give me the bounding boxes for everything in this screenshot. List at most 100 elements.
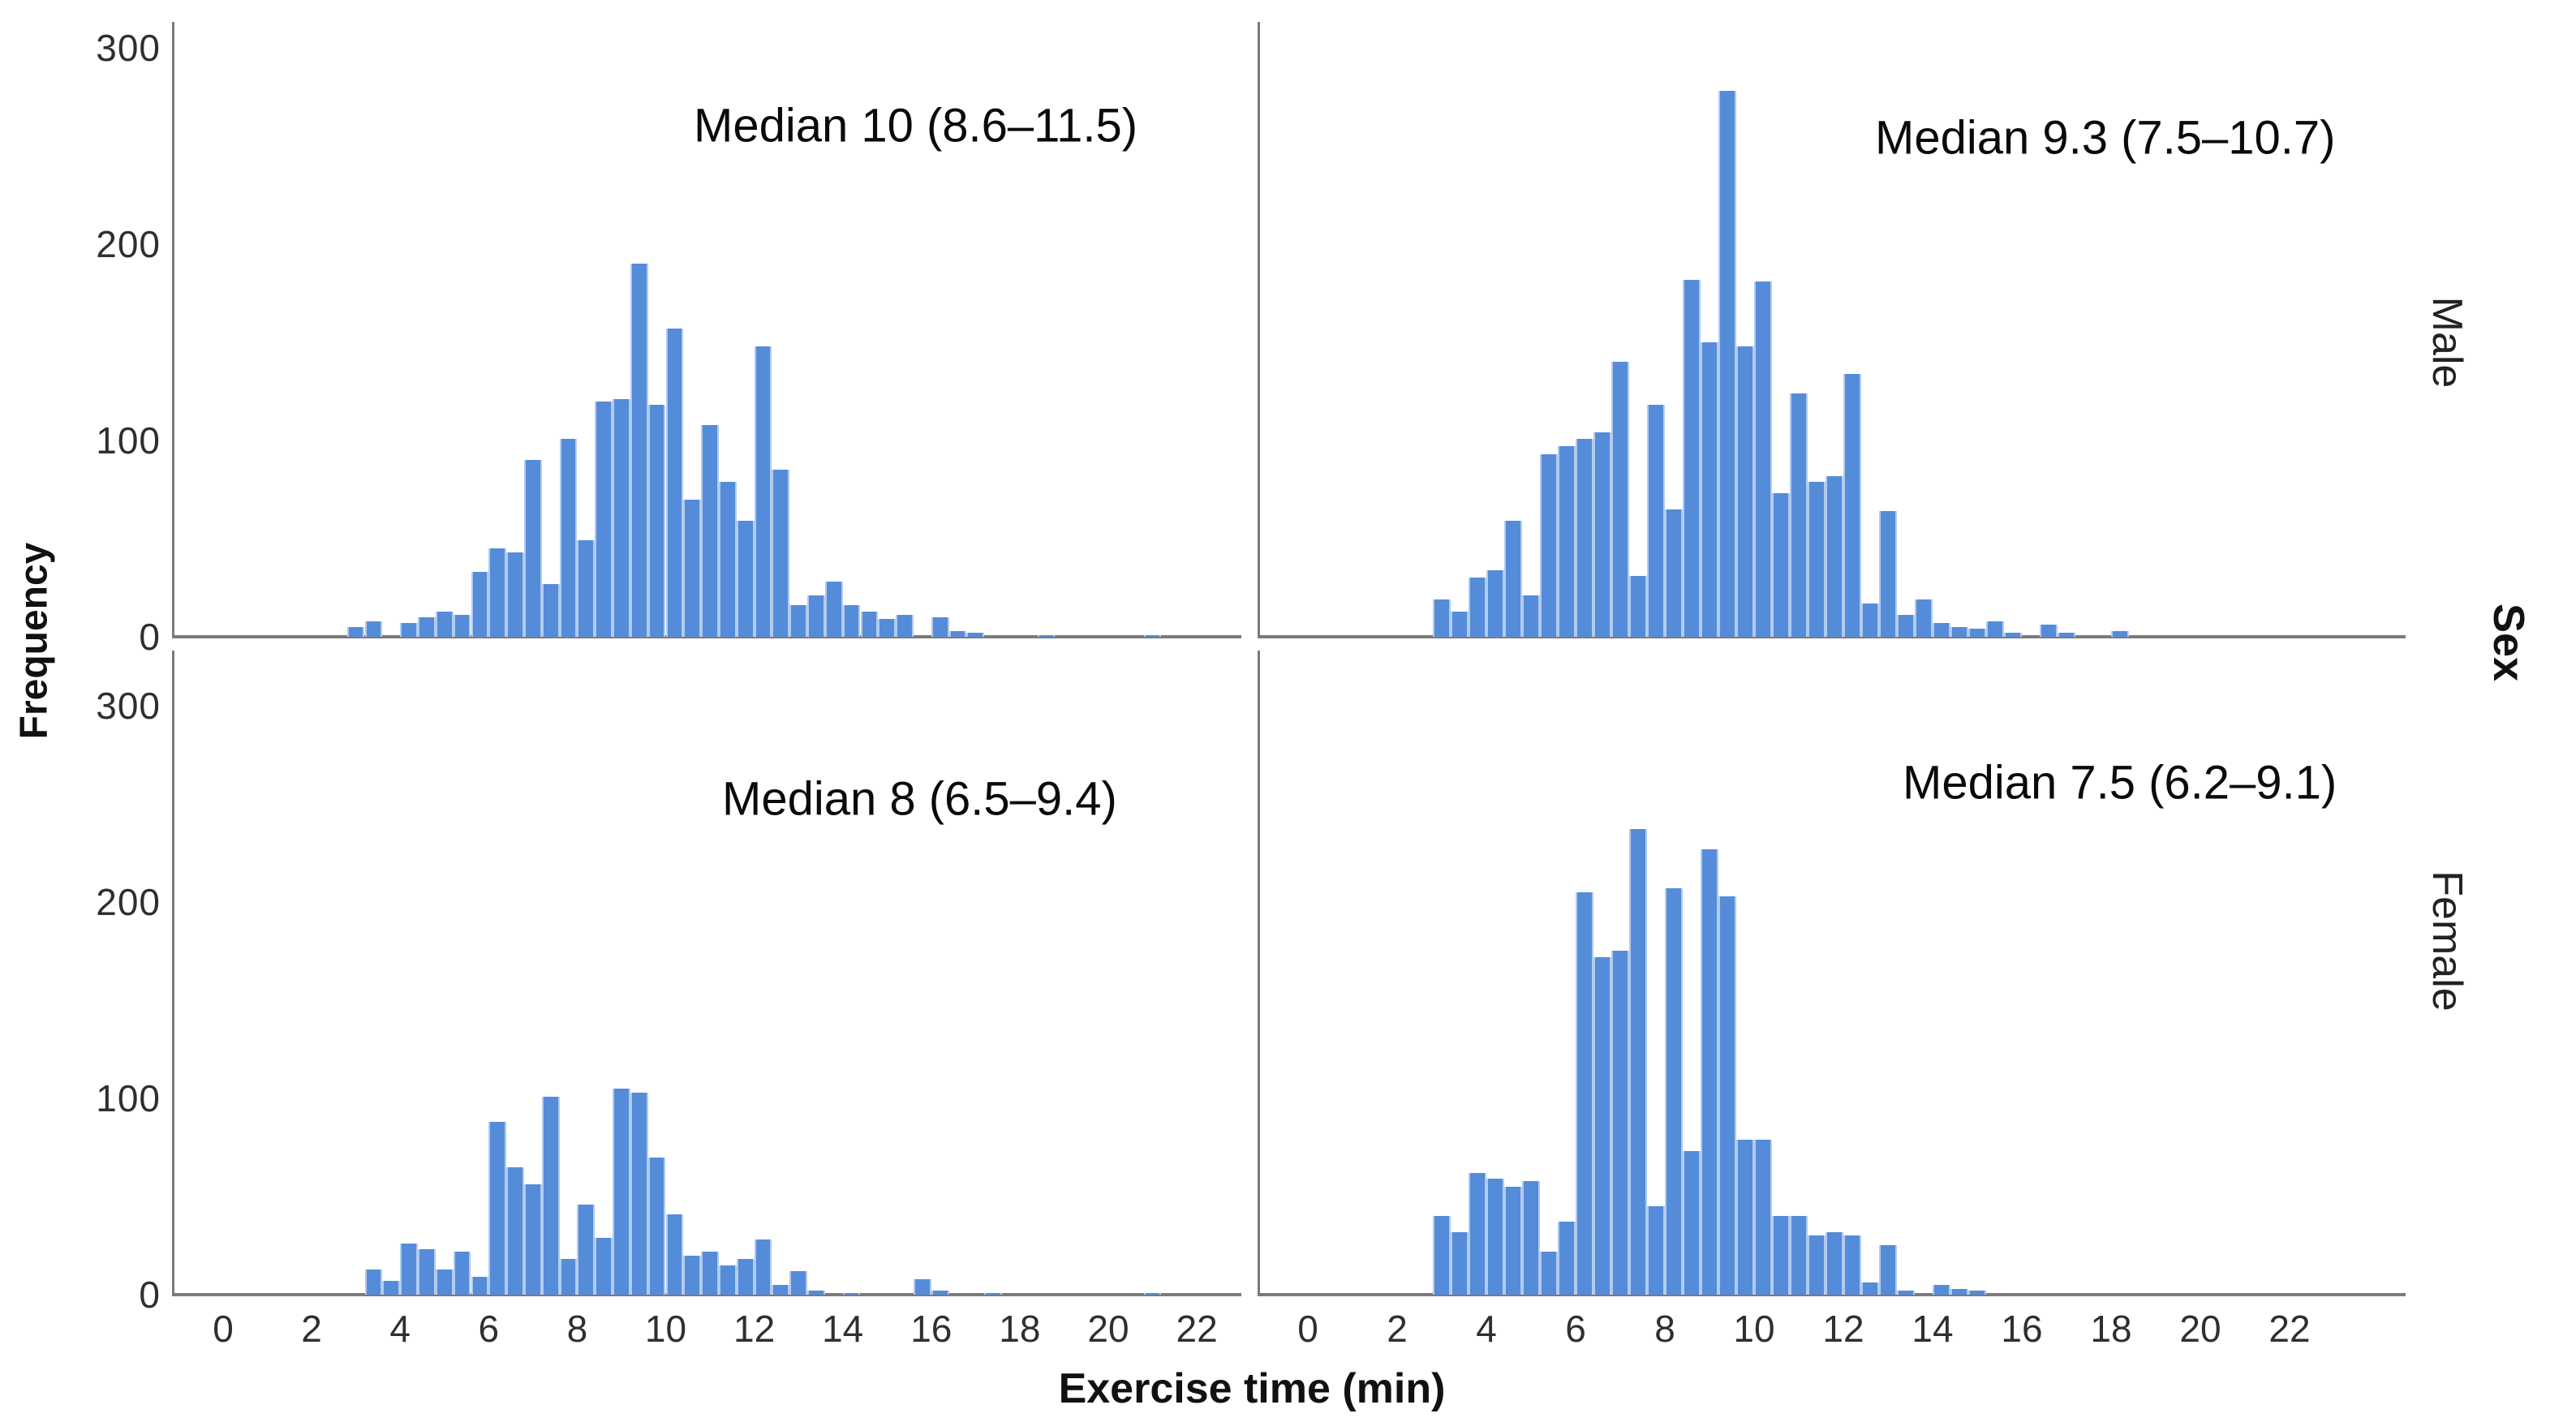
histogram-bar — [613, 399, 630, 637]
histogram-bar — [400, 1244, 418, 1295]
histogram-bar — [1504, 521, 1522, 637]
histogram-bar — [471, 572, 489, 637]
histogram-bar — [1897, 615, 1915, 637]
histogram-bar — [471, 1277, 489, 1295]
histogram-bar — [2040, 625, 2058, 637]
histogram-bar — [613, 1089, 630, 1295]
x-tick-label: 22 — [2269, 1308, 2311, 1350]
x-tick-label: 4 — [389, 1308, 411, 1350]
histogram-bar — [1736, 1140, 1754, 1295]
histogram-bar — [1576, 439, 1593, 637]
histogram-bar — [1540, 1252, 1558, 1295]
histogram-bar — [1826, 1232, 1843, 1295]
histogram-bar — [860, 612, 879, 637]
histogram-bar — [382, 1281, 401, 1295]
histogram-bar — [488, 1122, 507, 1295]
histogram-bar — [647, 1158, 666, 1295]
histogram-bar — [1433, 599, 1451, 637]
histogram-bar — [878, 619, 897, 637]
histogram-bar — [1718, 896, 1736, 1295]
histogram-bar — [1701, 342, 1718, 637]
histogram-bar — [1540, 454, 1558, 637]
histogram-bar — [346, 627, 365, 637]
histogram-bar — [1861, 1282, 1879, 1295]
histogram-bar — [630, 264, 648, 637]
histogram-bar — [1143, 635, 1162, 637]
x-axis-line — [172, 635, 1241, 638]
histogram-bar — [577, 1205, 596, 1295]
y-axis-line — [1258, 651, 1260, 1295]
histogram-bar — [453, 615, 471, 637]
histogram-bar — [488, 548, 507, 637]
histogram-bar — [1808, 482, 1826, 637]
histogram-bar — [1469, 578, 1486, 637]
histogram-bar — [1826, 476, 1843, 637]
median-annotation-top-right: Median 9.3 (7.5–10.7) — [1875, 111, 2336, 165]
histogram-bar — [736, 521, 755, 637]
histogram-bar — [914, 1279, 931, 1295]
median-annotation-top-left: Median 10 (8.6–11.5) — [694, 99, 1138, 153]
histogram-bar — [1558, 446, 1576, 637]
x-tick-label: 4 — [1476, 1308, 1497, 1350]
histogram-bar — [701, 1252, 719, 1295]
histogram-bar — [506, 1167, 524, 1295]
histogram-bar — [418, 1249, 436, 1295]
x-tick-label: 8 — [1654, 1308, 1675, 1350]
histogram-bar — [1593, 957, 1611, 1295]
histogram-bar — [683, 500, 702, 637]
histogram-bar — [931, 1291, 949, 1295]
y-tick-label: 200 — [96, 223, 161, 265]
histogram-bar — [559, 439, 578, 637]
x-tick-label: 18 — [999, 1308, 1041, 1350]
x-tick-label: 20 — [2179, 1308, 2221, 1350]
histogram-bar — [1772, 493, 1790, 637]
x-tick-label: 10 — [1733, 1308, 1775, 1350]
histogram-bar — [1772, 1216, 1790, 1295]
histogram-bar — [2058, 633, 2075, 637]
histogram-bar — [1843, 374, 1861, 637]
histogram-bar — [842, 605, 861, 637]
x-tick-label: 14 — [822, 1308, 864, 1350]
histogram-bar — [1037, 635, 1056, 637]
x-tick-label: 14 — [1912, 1308, 1954, 1350]
histogram-bar — [807, 595, 825, 637]
histogram-bar — [736, 1259, 755, 1295]
y-tick-label: 100 — [96, 419, 161, 462]
histogram-bar — [453, 1252, 471, 1295]
y-tick-label: 300 — [96, 685, 161, 727]
histogram-bar — [1522, 1181, 1540, 1295]
histogram-bar — [1486, 1179, 1504, 1295]
x-tick-label: 18 — [2090, 1308, 2132, 1350]
y-tick-label: 0 — [139, 1274, 161, 1316]
histogram-bar — [1504, 1187, 1522, 1295]
y-axis-line — [172, 651, 174, 1295]
histogram-bar — [1611, 362, 1629, 637]
median-annotation-bottom-right: Median 7.5 (6.2–9.1) — [1903, 756, 2337, 810]
histogram-bar — [523, 1184, 542, 1295]
median-annotation-bottom-left: Median 8 (6.5–9.4) — [722, 772, 1117, 826]
histogram-bar — [1968, 629, 1986, 637]
x-tick-label: 12 — [1822, 1308, 1864, 1350]
histogram-bar — [1915, 599, 1933, 637]
histogram-bar — [1879, 511, 1897, 637]
histogram-bar — [1808, 1235, 1826, 1295]
histogram-bar — [1683, 1151, 1701, 1295]
histogram-bar — [1593, 432, 1611, 637]
histogram-bar — [984, 1293, 1003, 1295]
histogram-bar — [719, 1265, 737, 1295]
histogram-bar — [1718, 91, 1736, 637]
x-axis-line — [1258, 1293, 2406, 1296]
histogram-bar — [1683, 280, 1701, 637]
histogram-bar — [2111, 631, 2129, 637]
histogram-bar — [772, 1285, 790, 1295]
histogram-bar — [1522, 595, 1540, 637]
histogram-bar — [1861, 604, 1879, 637]
histogram-bar — [364, 621, 383, 637]
y-axis-line — [172, 22, 174, 637]
histogram-bar — [754, 346, 772, 637]
histogram-bar — [523, 460, 542, 637]
histogram-bar — [1469, 1173, 1486, 1295]
histogram-bar — [1143, 1293, 1162, 1295]
histogram-bar — [1701, 849, 1718, 1295]
